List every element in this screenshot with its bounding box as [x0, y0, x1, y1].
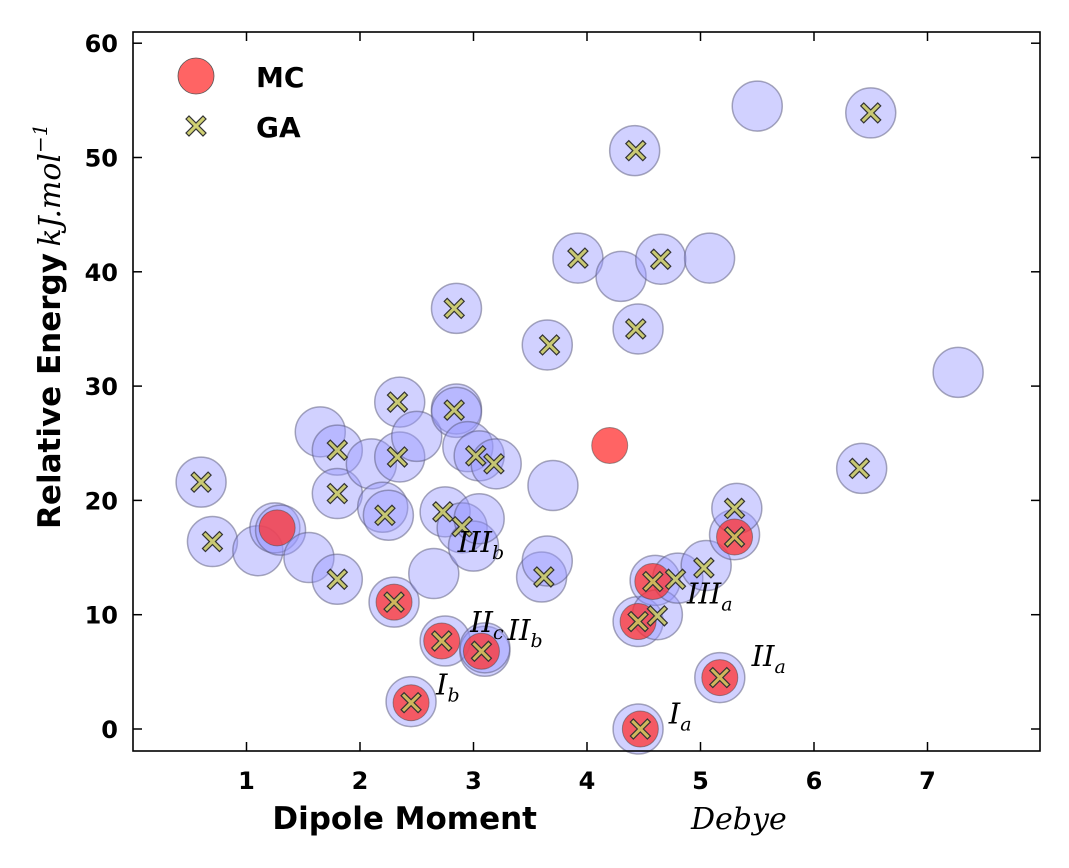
x-axis-unit: Debye	[690, 802, 787, 837]
legend-mc-label: MC	[256, 61, 304, 94]
structure-point	[932, 346, 984, 399]
ticks: 1 2 3 4 5 6 7 0 10 20 30 40 50 60	[85, 30, 1040, 795]
structure-point	[283, 531, 335, 584]
x-tick-label: 6	[806, 767, 823, 795]
ga-point	[430, 630, 453, 652]
ga-point	[533, 566, 555, 588]
mc-point	[258, 509, 296, 547]
y-tick-label: 0	[101, 716, 118, 744]
x-tick-label: 4	[579, 767, 596, 795]
data-points	[175, 80, 984, 755]
ga-point	[386, 391, 409, 413]
x-tick-label: 1	[238, 767, 255, 795]
ga-point	[629, 718, 652, 740]
legend: MC GA	[177, 57, 304, 144]
y-tick-label: 60	[85, 30, 118, 58]
ga-point	[464, 444, 487, 467]
ga-point	[723, 526, 746, 548]
series-ga	[190, 102, 882, 740]
ga-point	[567, 247, 589, 269]
x-tick-label: 2	[352, 767, 369, 795]
ga-point	[374, 504, 396, 527]
legend-ga-x	[185, 115, 207, 137]
ga-point	[383, 591, 405, 613]
y-tick-label: 30	[85, 373, 118, 401]
ga-point	[859, 102, 882, 124]
ga-point	[624, 139, 647, 162]
structure-label: Ia	[668, 696, 692, 735]
ga-point	[649, 248, 672, 271]
structure-point	[527, 459, 579, 512]
ga-point	[664, 568, 687, 591]
ga-point	[326, 439, 349, 461]
structure-point	[408, 547, 460, 600]
structure-point	[731, 80, 783, 132]
ga-point	[470, 640, 493, 663]
structure-label: IIa	[751, 639, 786, 678]
ga-point	[326, 568, 349, 591]
ga-point	[190, 471, 212, 493]
structure-point	[447, 520, 500, 572]
structure-point	[521, 535, 574, 587]
x-axis-label: Dipole Moment	[272, 801, 537, 837]
structure-point	[356, 481, 409, 534]
structure-point	[683, 232, 736, 284]
x-tick-label: 7	[919, 767, 936, 795]
ga-point	[627, 610, 649, 633]
y-tick-label: 10	[85, 602, 118, 630]
x-tick-label: 3	[465, 767, 482, 795]
ga-point	[443, 297, 466, 320]
ga-point	[538, 334, 561, 356]
ga-point	[451, 515, 473, 538]
ga-point	[201, 530, 224, 553]
ga-point	[400, 691, 422, 714]
structure-label: IIc	[469, 605, 504, 644]
ga-point	[624, 318, 647, 340]
ga-point	[848, 457, 871, 480]
ga-point	[708, 666, 731, 689]
series-all-structures	[175, 80, 984, 755]
y-axis-unit-base: kJ.mol	[33, 153, 68, 247]
legend-mc-marker	[177, 57, 215, 95]
legend-ga-label: GA	[256, 111, 301, 144]
ga-point	[641, 570, 664, 593]
ga-point	[646, 604, 669, 627]
x-tick-label: 5	[692, 767, 709, 795]
ga-point	[326, 482, 349, 505]
mc-point	[591, 427, 629, 465]
y-tick-label: 50	[85, 145, 118, 173]
y-tick-label: 20	[85, 487, 118, 515]
structure-label: IIIb	[457, 525, 505, 564]
legend-ga-marker	[185, 115, 207, 137]
ga-point	[723, 497, 746, 520]
y-axis-unit: kJ.mol−1	[28, 124, 68, 247]
y-axis-label: Relative Energy	[32, 253, 68, 529]
ga-point	[443, 399, 466, 421]
structure-label: IIb	[507, 613, 543, 652]
y-axis-unit-exponent: −1	[28, 124, 52, 153]
structure-label: IIIa	[686, 576, 733, 615]
structure-point	[595, 250, 647, 303]
ga-point	[483, 452, 505, 475]
y-tick-label: 40	[85, 259, 118, 287]
ga-point	[386, 446, 409, 468]
structure-label: Ib	[435, 668, 460, 707]
ga-point	[693, 556, 715, 579]
